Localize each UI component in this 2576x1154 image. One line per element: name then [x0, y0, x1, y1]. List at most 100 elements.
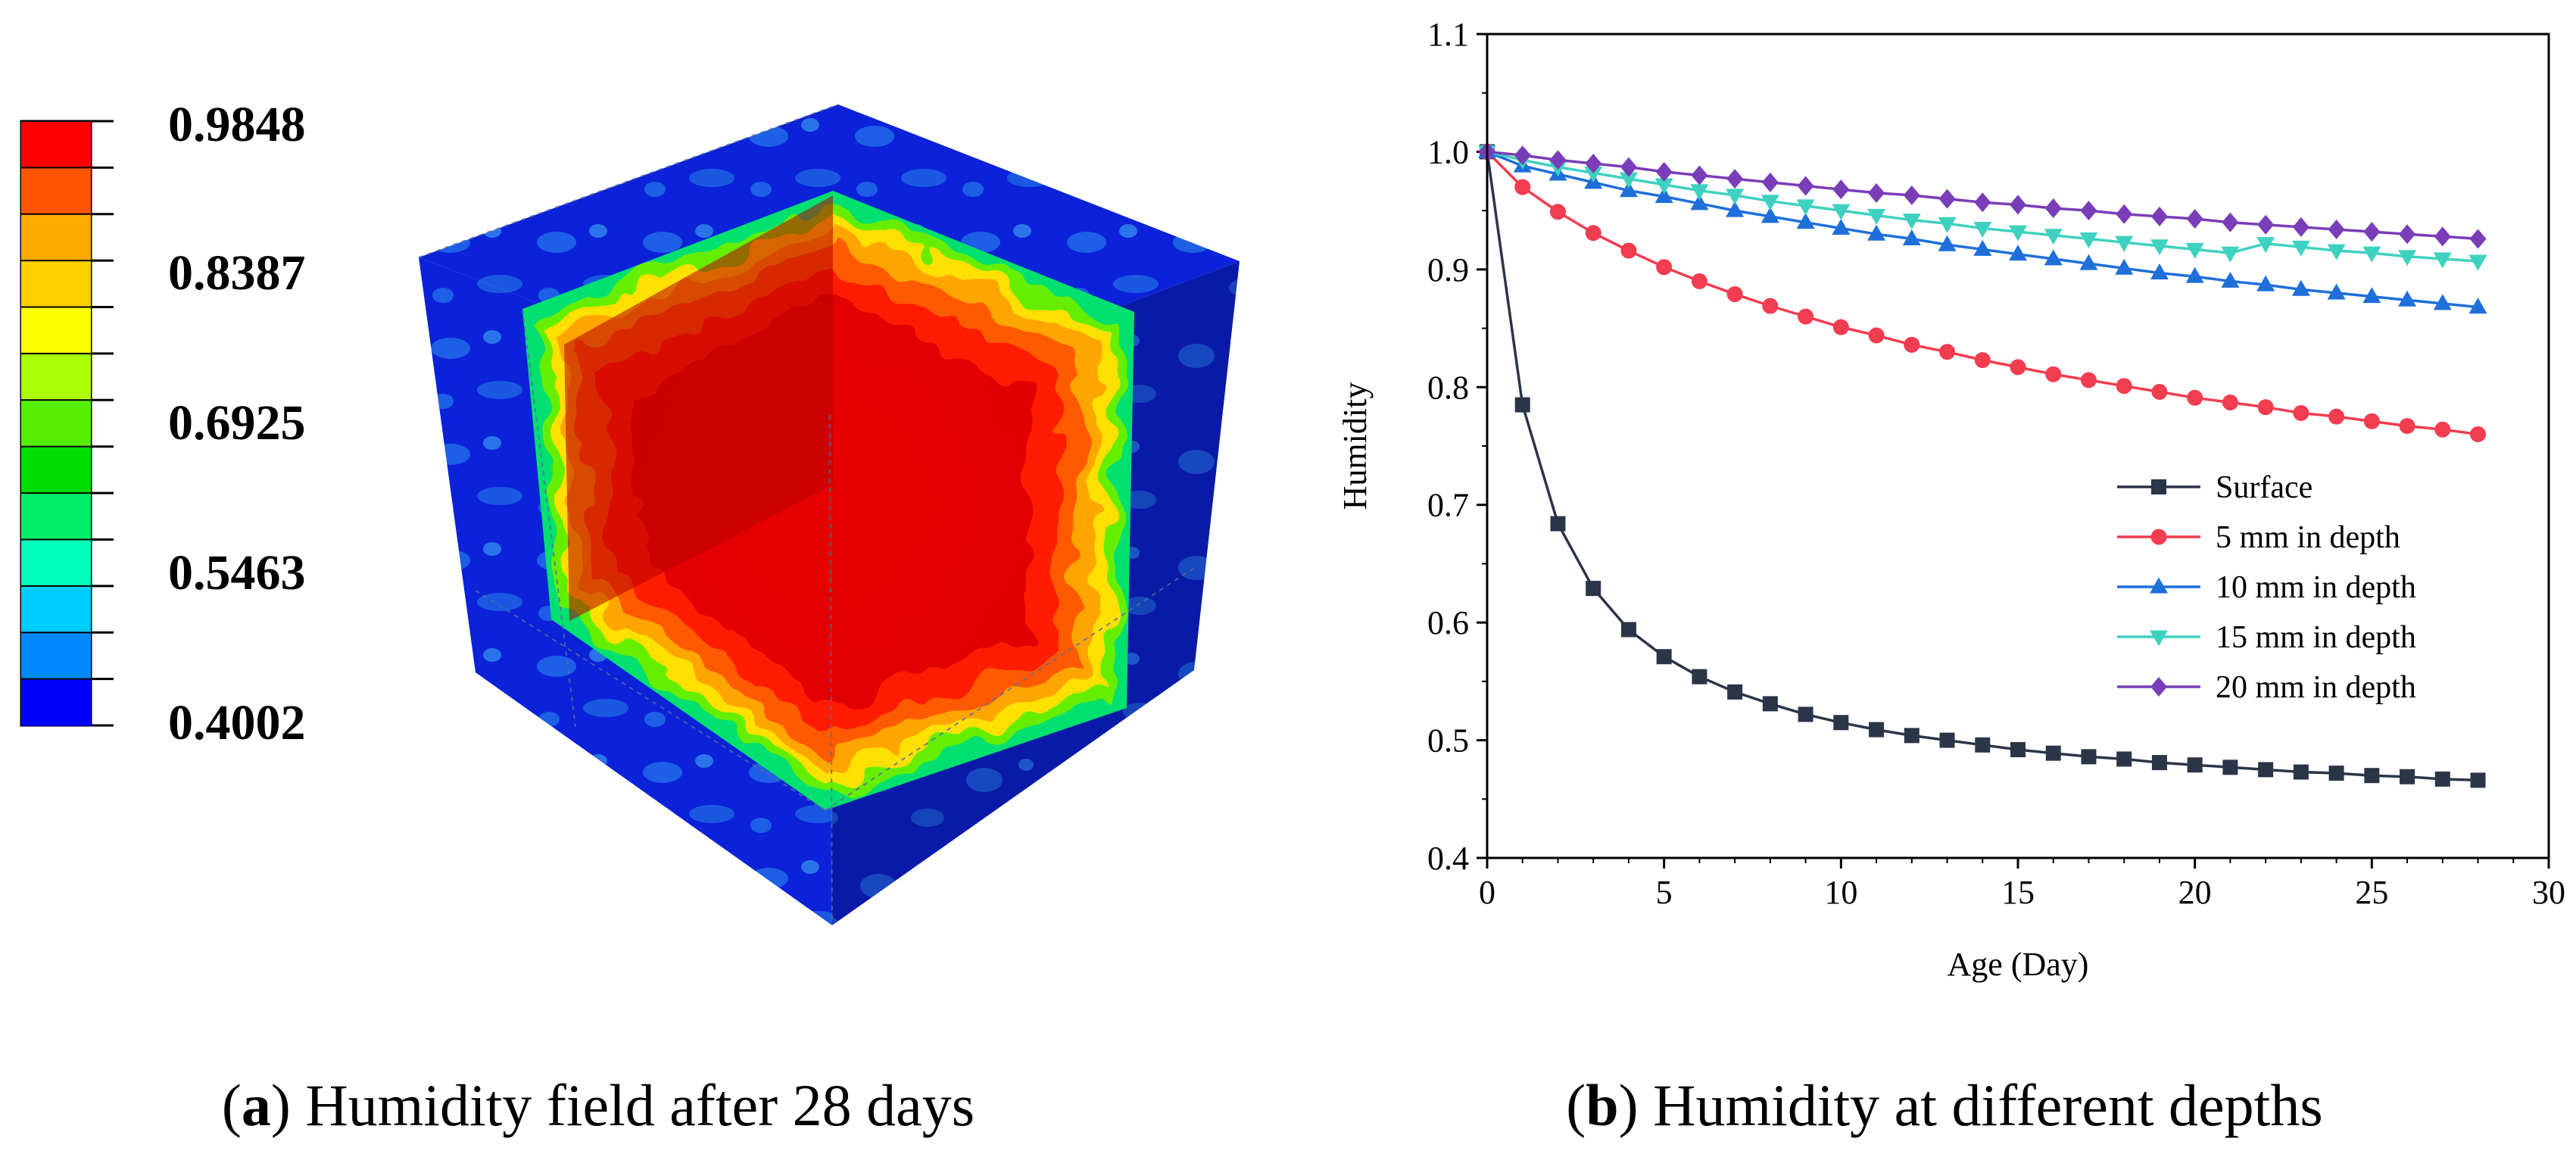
data-point	[2009, 245, 2027, 261]
data-point	[1656, 649, 1672, 665]
colorbar-label-2: 0.6925	[168, 395, 306, 451]
line-chart: 0 5 10 15 20 25 30 0.4 0.5 0.6 0.7 0.8 0.9 1.0 1.1 Age…	[1336, 16, 2565, 983]
data-point	[2150, 206, 2168, 226]
data-point	[1798, 706, 1813, 722]
data-point	[1974, 192, 1991, 213]
data-point	[2222, 212, 2239, 232]
colorbar-swatch	[21, 585, 91, 633]
colorbar-swatch	[21, 400, 91, 448]
data-point	[2468, 254, 2487, 271]
series-10-mm-in-depth	[1478, 142, 2487, 314]
data-point	[2116, 378, 2132, 395]
data-point	[1868, 182, 1885, 203]
chart-ticks: 0 5 10 15 20 25 30 0.4 0.5 0.6 0.7 0.8 0.9 1.0 1.1	[1427, 16, 2565, 911]
data-point	[1585, 225, 1601, 242]
data-point	[2221, 246, 2240, 263]
x-tick-label: 0	[1479, 874, 1495, 911]
caption-a: (a) Humidity field after 28 days	[222, 1072, 975, 1138]
data-point	[2256, 275, 2275, 292]
x-tick-label: 15	[2001, 874, 2035, 911]
data-point	[2293, 764, 2309, 780]
data-point	[2080, 372, 2097, 388]
data-point	[1691, 273, 1707, 289]
x-tick-label: 5	[1656, 874, 1673, 911]
legend-label: 20 mm in depth	[2216, 670, 2416, 705]
data-point	[2433, 294, 2452, 310]
colorbar-swatches	[21, 121, 91, 726]
colorbar-swatch	[21, 167, 91, 215]
colorbar-label-1: 0.8387	[168, 245, 306, 301]
chart-series-group	[1478, 142, 2487, 788]
legend-label: 15 mm in depth	[2216, 620, 2416, 655]
data-point	[2362, 246, 2381, 263]
data-point	[2433, 252, 2452, 269]
data-point	[2470, 426, 2487, 442]
data-point	[2079, 254, 2098, 270]
data-point	[1975, 737, 1991, 753]
data-point	[1832, 204, 1851, 220]
x-tick-label: 25	[2355, 874, 2388, 911]
data-point	[1654, 186, 1673, 203]
data-point	[2363, 413, 2380, 429]
legend-marker	[2151, 479, 2166, 494]
data-point	[2222, 759, 2238, 775]
data-point	[2115, 258, 2134, 275]
data-point	[1727, 684, 1743, 700]
data-point	[1796, 213, 1815, 229]
data-point	[2010, 195, 2026, 215]
data-point	[2187, 757, 2203, 773]
caption-a-text: Humidity field after 28 days	[291, 1072, 975, 1138]
data-point	[2150, 239, 2169, 256]
data-point	[2398, 250, 2417, 267]
data-point	[1620, 242, 1637, 259]
data-point	[2328, 220, 2345, 240]
data-point	[1904, 336, 1920, 353]
data-point	[2328, 408, 2345, 425]
colorbar-swatch	[21, 214, 91, 261]
data-point	[2469, 229, 2487, 249]
series-15-mm-in-depth	[1478, 145, 2487, 271]
data-point	[2222, 394, 2238, 410]
data-point	[1761, 172, 1779, 192]
data-point	[1798, 308, 1814, 325]
data-point	[2044, 249, 2063, 266]
data-point	[1654, 178, 1673, 195]
series-20-mm-in-depth	[1479, 142, 2487, 249]
data-point	[1619, 181, 1638, 198]
data-point	[1902, 229, 1921, 245]
data-point	[1690, 184, 1709, 201]
data-point	[2434, 771, 2450, 787]
colorbar-swatch	[21, 678, 91, 726]
y-tick-label: 0.8	[1427, 369, 1469, 406]
legend-marker	[2150, 577, 2168, 594]
data-point	[1691, 165, 1708, 186]
data-point	[1620, 157, 1637, 177]
data-point	[2328, 766, 2344, 781]
data-point	[2400, 769, 2415, 784]
data-point	[1514, 145, 1531, 166]
cutaway-humidity-field	[522, 191, 1134, 810]
legend-item: 10 mm in depth	[2117, 570, 2416, 605]
data-point	[1690, 194, 1709, 211]
data-point	[2010, 742, 2026, 758]
data-point	[2151, 755, 2167, 771]
data-point	[2150, 264, 2169, 280]
legend-marker	[2150, 630, 2168, 647]
data-point	[2044, 198, 2062, 219]
data-point	[1938, 217, 1957, 233]
data-point	[2434, 226, 2451, 247]
data-point	[1585, 153, 1602, 173]
y-tick-label: 0.5	[1427, 722, 1469, 759]
data-point	[1939, 344, 1956, 360]
data-point	[2256, 237, 2275, 254]
data-point	[2258, 762, 2274, 778]
data-point	[1902, 214, 1921, 230]
data-point	[2185, 267, 2204, 283]
data-point	[2080, 201, 2097, 221]
data-point	[2081, 749, 2097, 765]
data-point	[1832, 319, 1849, 335]
data-point	[2044, 229, 2063, 245]
colorbar-label-3: 0.5463	[168, 545, 306, 600]
data-point	[2399, 418, 2415, 435]
data-point	[2151, 384, 2168, 401]
